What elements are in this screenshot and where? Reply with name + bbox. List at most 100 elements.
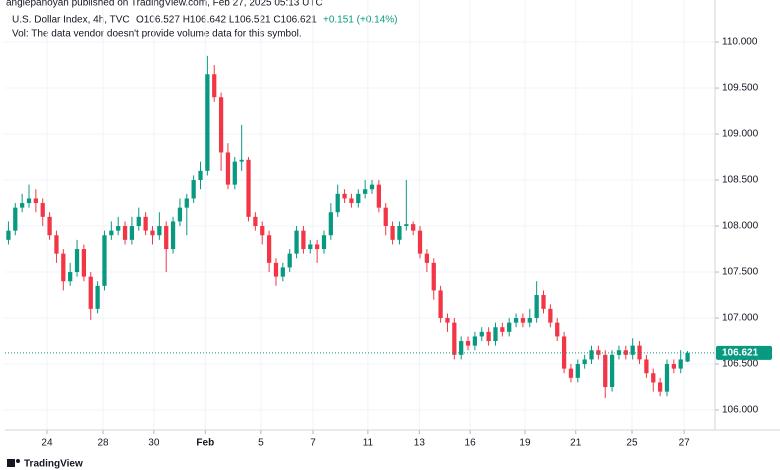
candle-body [13,207,18,231]
candle-body [321,235,327,250]
x-tick-label: 27 [679,438,691,449]
candle-body [671,364,676,369]
candle-body [664,364,670,392]
candle-body [582,359,587,365]
candle-body [616,350,622,355]
candle-body [294,230,299,254]
candle-body [136,216,141,227]
candle-body [438,290,443,319]
y-tick-label: 109.500 [722,83,759,94]
candle-body [246,159,251,217]
logo-dot [16,459,20,463]
candle-body [109,230,114,236]
candle-body [308,244,313,250]
candle-body [88,276,93,309]
candle-body [465,341,471,346]
brand: TradingView [24,459,83,470]
candle-body [95,285,100,309]
candle-body [397,226,402,240]
candle-body [314,244,320,250]
candle-body [143,216,148,231]
candle-body [479,331,484,337]
plot [5,0,715,430]
x-tick-label: 16 [465,438,477,449]
candle-body [184,198,189,208]
logo-mark [7,459,15,467]
candle-body [376,184,381,208]
candle-body [356,193,361,204]
candle-body [404,224,409,227]
candle-body [555,322,560,337]
change: +0.151 (+0.14%) [323,15,398,26]
candle-body [68,272,73,282]
candle-body [534,295,539,319]
candle-body [603,354,608,388]
y-tick-label: 109.000 [722,129,759,140]
y-tick-label: 110.000 [722,37,758,48]
candle-body [431,262,436,291]
candle-body [383,207,388,227]
candle-body [609,354,615,388]
candle-body [54,235,59,254]
last-price-label: 106.621 [722,348,759,359]
publisher: anglepanoyan published on TradingView.co… [6,0,323,9]
candle-body [349,198,354,204]
candle-body [685,352,690,362]
candle-body [520,318,526,323]
candle-body [657,382,663,392]
candle-body [548,308,553,323]
candle-body [459,341,464,355]
candle-body [596,350,601,355]
candle-body [40,203,45,217]
candle-body [369,184,375,190]
candle-body [266,235,272,263]
x-tick-label: 25 [626,438,638,449]
candle-body [20,203,25,208]
candle-body [177,207,183,222]
candle-body [239,159,244,162]
candle-body [390,226,395,240]
candle-body [575,364,580,378]
chart-title: U.S. Dollar Index, 4h, TVC [12,15,130,26]
candle-body [500,327,505,332]
candle-body [150,230,155,236]
candle-body [452,322,457,355]
y-tick-label: 106.000 [722,405,759,416]
candle-body [122,226,128,240]
candle-body [644,359,649,374]
x-tick-label: Feb [196,438,214,449]
candle-body [164,226,169,250]
candle-body [630,345,635,355]
candle-body [411,224,416,231]
candle-body [170,221,176,250]
candle-body [129,226,135,240]
candle-body [47,216,52,236]
candle-body [678,359,683,369]
candle-body [191,180,196,199]
y-tick-label: 106.500 [722,359,759,370]
x-tick-label: 13 [414,438,426,449]
candle-body [280,267,285,277]
candle-body [232,161,237,185]
candle-body [26,198,32,204]
candle-body [225,152,231,185]
x-tick-label: 11 [363,438,374,449]
y-tick-label: 108.500 [722,175,759,186]
x-tick-label: 30 [148,438,160,449]
x-tick-label: 24 [41,438,53,449]
candle-body [253,216,258,227]
candle-body [445,318,450,323]
candle-body [74,249,80,273]
candle-body [507,322,512,332]
candle-body [637,345,642,360]
candle-body [6,230,11,240]
candle-body [273,262,279,277]
candle-body [589,350,594,360]
candle-body [81,249,87,277]
candle-body [541,295,546,309]
candle-body [417,230,423,254]
candle-body [102,235,107,286]
candle-body [198,170,203,181]
candle-body [342,193,347,199]
